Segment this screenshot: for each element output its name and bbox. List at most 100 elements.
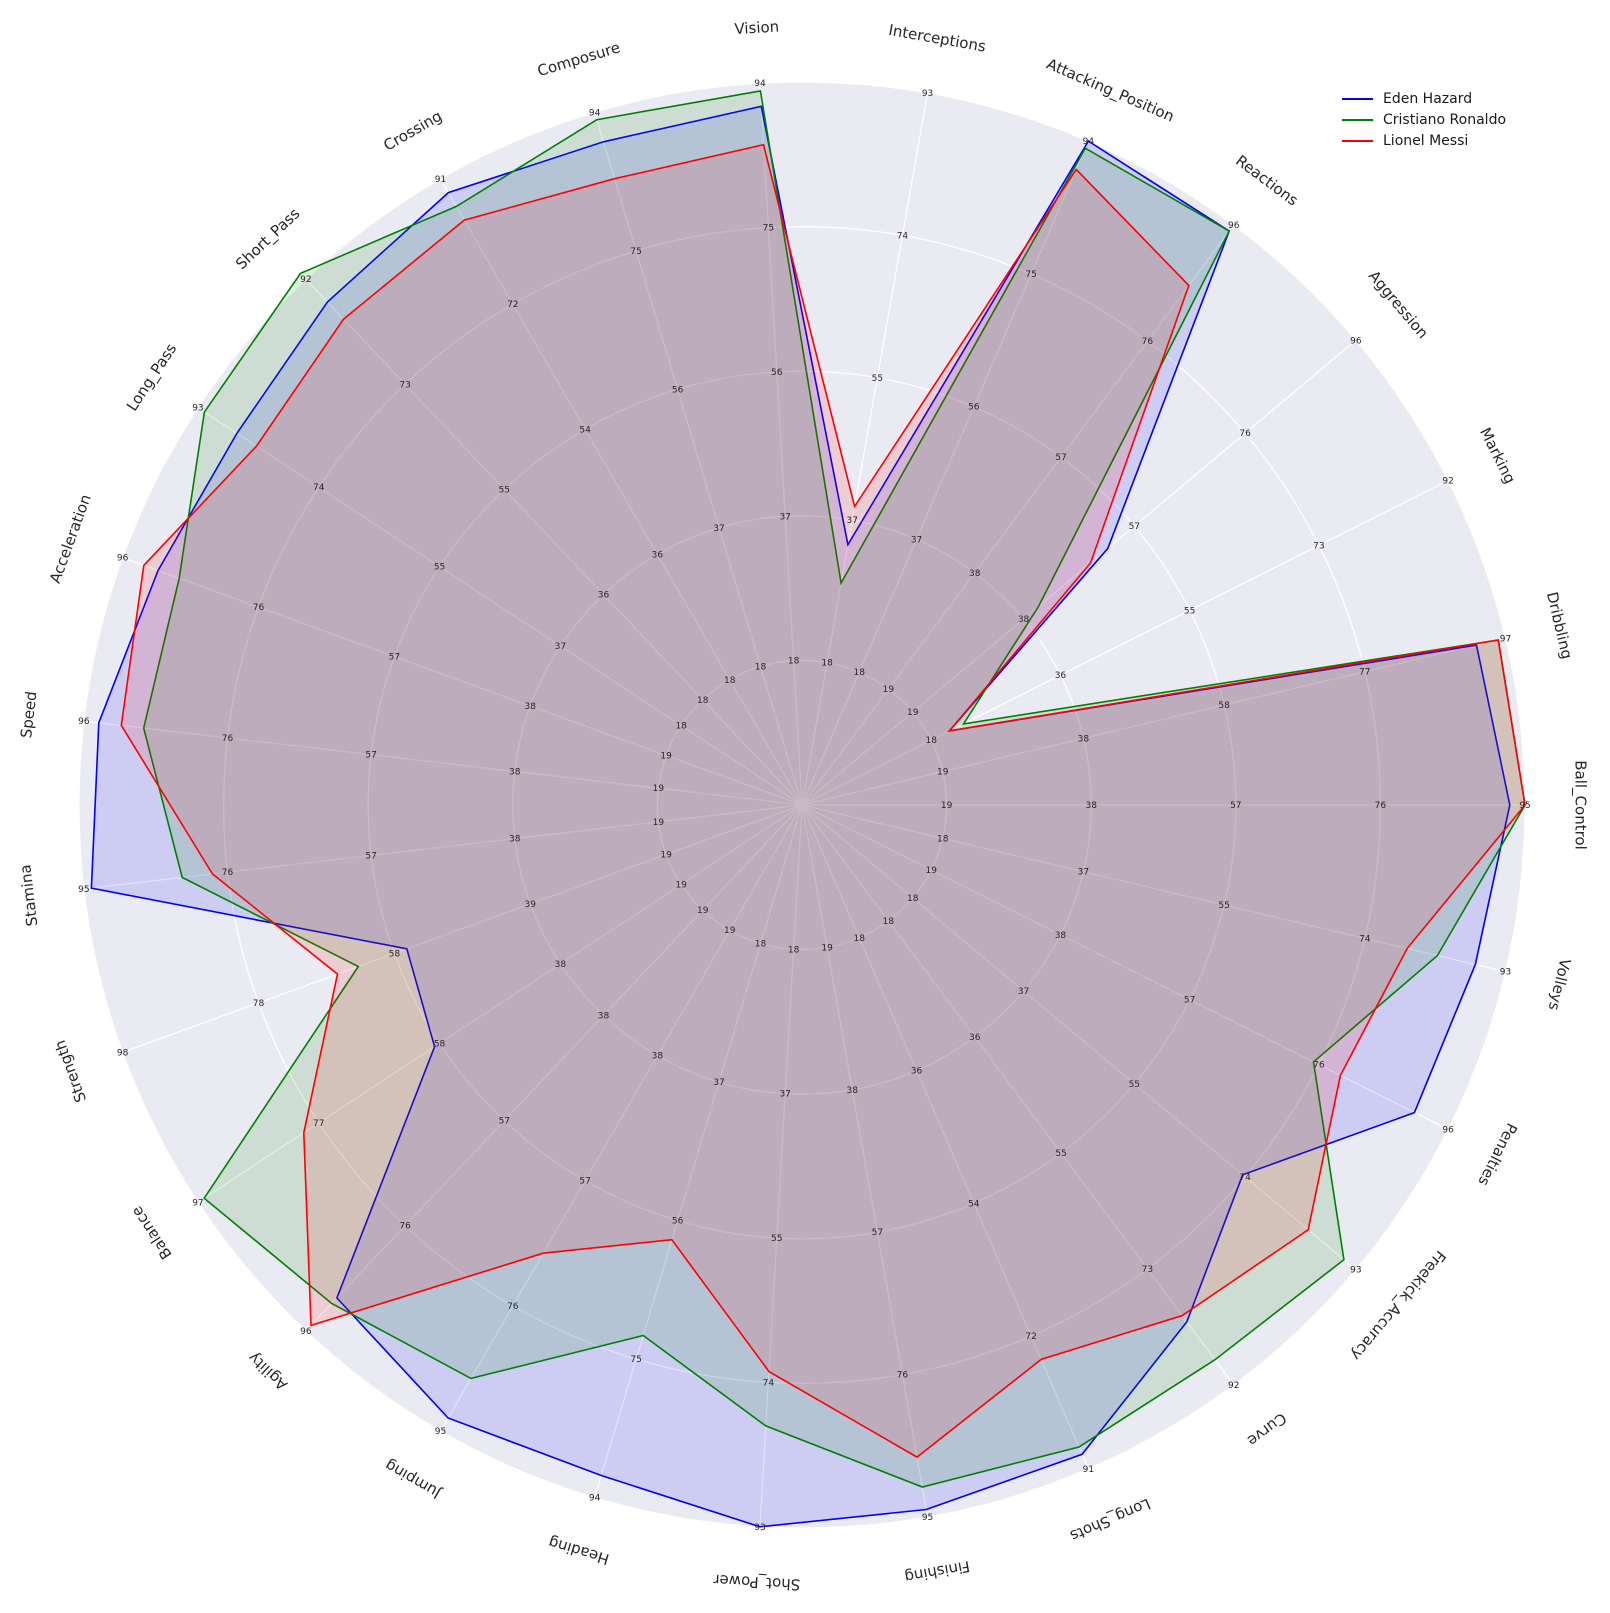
grid-spoke xyxy=(801,804,1506,973)
tick-label: 19 xyxy=(653,784,665,794)
tick-label: 74 xyxy=(1239,1173,1251,1183)
tick-label: 37 xyxy=(713,524,724,534)
tick-label: 73 xyxy=(1313,541,1324,551)
legend-swatch xyxy=(1342,97,1373,100)
tick-label: 18 xyxy=(675,722,687,732)
tick-label: 18 xyxy=(937,834,949,844)
tick-label: 37 xyxy=(713,1078,724,1088)
grid-spoke xyxy=(801,479,1449,806)
tick-label: 55 xyxy=(1055,1149,1066,1159)
tick-label: 57 xyxy=(1055,453,1066,463)
tick-label: 96 xyxy=(300,1327,312,1337)
tick-label: 56 xyxy=(968,403,980,413)
tick-label: 57 xyxy=(1230,801,1241,811)
tick-label: 54 xyxy=(579,425,591,435)
tick-label: 77 xyxy=(313,1119,324,1129)
tick-label: 93 xyxy=(192,404,203,414)
tick-label: 96 xyxy=(1442,1125,1454,1135)
tick-label: 94 xyxy=(754,79,766,89)
tick-label: 95 xyxy=(1519,801,1530,811)
tick-label: 36 xyxy=(598,591,610,601)
grid-spoke xyxy=(801,804,929,1518)
tick-label: 76 xyxy=(1239,429,1251,439)
tick-label: 18 xyxy=(854,934,866,944)
axis-label: Marking xyxy=(1476,425,1519,487)
legend-item: Lionel Messi xyxy=(1342,130,1506,151)
axis-label: Finishing xyxy=(903,1557,971,1586)
tick-label: 19 xyxy=(907,708,919,718)
tick-label: 92 xyxy=(300,275,311,285)
grid-spoke xyxy=(594,112,803,806)
tick-label: 72 xyxy=(507,300,518,310)
tick-label: 58 xyxy=(434,1039,446,1049)
tick-label: 19 xyxy=(821,943,833,953)
tick-label: 56 xyxy=(672,1217,684,1227)
axis-label: Shot_Power xyxy=(712,1570,801,1594)
tick-label: 38 xyxy=(525,702,537,712)
axis-label: Strength xyxy=(51,1038,90,1105)
tick-label: 18 xyxy=(697,696,709,706)
legend-label: Eden Hazard xyxy=(1383,90,1473,107)
tick-label: 19 xyxy=(675,880,687,890)
tick-label: 37 xyxy=(555,642,566,652)
tick-label: 75 xyxy=(630,247,641,257)
tick-label: 73 xyxy=(399,380,410,390)
series-line-cristiano-ronaldo xyxy=(142,89,1526,1488)
tick-label: 19 xyxy=(925,866,937,876)
legend-label: Lionel Messi xyxy=(1383,132,1469,149)
tick-label: 55 xyxy=(771,1234,782,1244)
tick-label: 95 xyxy=(78,885,89,895)
axis-label: Curve xyxy=(1244,1409,1290,1450)
tick-label: 56 xyxy=(672,385,684,395)
grid-spoke xyxy=(305,804,803,1332)
series-area-lionel-messi xyxy=(121,144,1525,1458)
axis-label: Balance xyxy=(128,1203,176,1263)
tick-label: 97 xyxy=(192,1198,203,1208)
axis-label: Crossing xyxy=(380,107,445,155)
tick-label: 38 xyxy=(1078,734,1090,744)
tick-label: 93 xyxy=(1350,1266,1361,1276)
axis-label: Long_Pass xyxy=(123,340,181,415)
axis-label: Jumping xyxy=(382,1456,445,1503)
tick-label: 57 xyxy=(1129,522,1140,532)
axis-label: Speed xyxy=(17,690,40,739)
tick-label: 38 xyxy=(1055,931,1067,941)
tick-label: 76 xyxy=(1142,337,1154,347)
tick-label: 36 xyxy=(1055,671,1067,681)
tick-label: 74 xyxy=(313,483,325,493)
axis-label: Aggression xyxy=(1365,267,1432,342)
tick-label: 18 xyxy=(925,736,937,746)
tick-label: 95 xyxy=(922,1513,933,1523)
tick-label: 95 xyxy=(435,1427,446,1437)
axis-label: Composure xyxy=(535,38,622,80)
tick-label: 36 xyxy=(911,1067,923,1077)
grid-spoke xyxy=(197,804,803,1203)
tick-label: 38 xyxy=(1018,615,1030,625)
axis-label: Acceleration xyxy=(46,492,95,586)
tick-label: 38 xyxy=(652,1051,664,1061)
tick-label: 38 xyxy=(846,1086,858,1096)
axis-label: Interceptions xyxy=(887,21,987,56)
tick-label: 55 xyxy=(1218,901,1229,911)
tick-label: 57 xyxy=(579,1177,590,1187)
tick-label: 76 xyxy=(253,603,265,613)
tick-label: 37 xyxy=(1018,987,1029,997)
tick-label: 94 xyxy=(589,108,601,118)
tick-label: 74 xyxy=(763,1378,775,1388)
tick-label: 77 xyxy=(1359,668,1370,678)
grid-spoke xyxy=(83,804,803,890)
grid-spoke xyxy=(122,557,803,806)
tick-label: 18 xyxy=(755,662,767,672)
grid-spoke xyxy=(439,178,803,806)
tick-label: 72 xyxy=(1025,1332,1036,1342)
tick-label: 37 xyxy=(846,516,857,526)
tick-label: 38 xyxy=(598,1011,610,1021)
tick-label: 57 xyxy=(1184,996,1195,1006)
grid-spoke xyxy=(594,804,803,1498)
tick-label: 76 xyxy=(222,734,234,744)
axis-label: Vision xyxy=(734,18,780,39)
legend-swatch xyxy=(1342,118,1373,121)
tick-label: 54 xyxy=(968,1199,980,1209)
tick-label: 57 xyxy=(389,653,400,663)
